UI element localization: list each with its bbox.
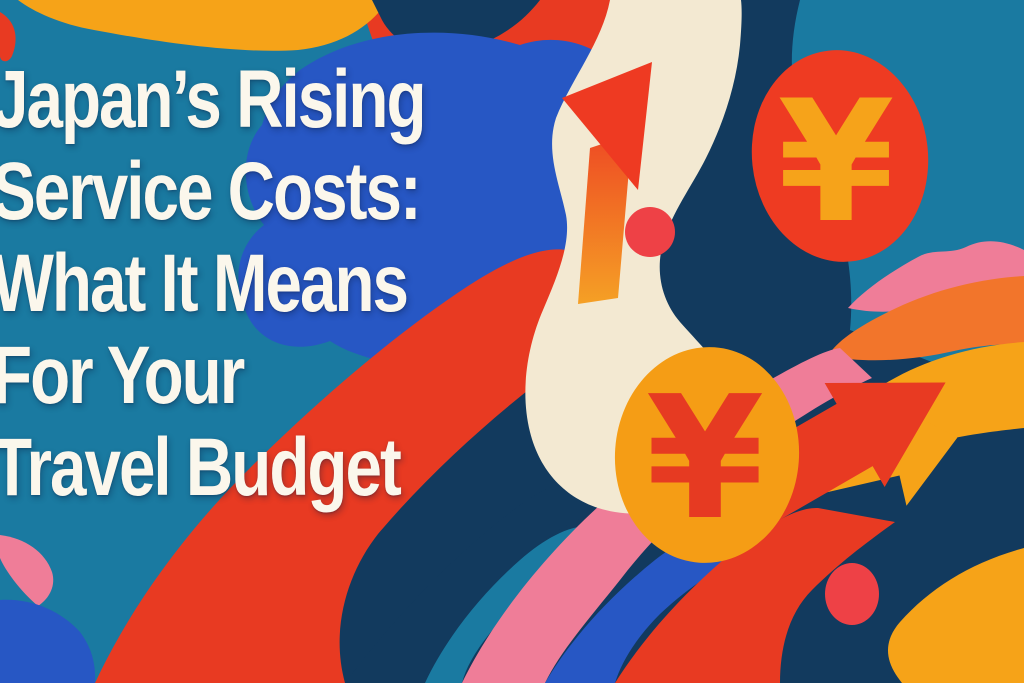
- orange-wave: [828, 276, 1024, 361]
- red-dot-bottom: [825, 563, 879, 625]
- title-line-3: What It Means: [0, 238, 409, 329]
- title-line-5: Travel Budget: [0, 422, 402, 513]
- arrow-head: [562, 62, 652, 190]
- red-diagonal-band: [95, 249, 621, 683]
- yen-coin-middle: ¥: [614, 347, 800, 563]
- up-left-arrow-icon: [562, 62, 652, 304]
- amber-top-band: [18, 0, 388, 51]
- navy-stripe: [345, 482, 600, 683]
- arrow-shaft: [578, 134, 632, 304]
- coin-circle: [614, 347, 800, 563]
- title-line-4: For Your: [0, 330, 245, 421]
- blue-stripe-right: [545, 536, 748, 683]
- coin-circle: [751, 50, 929, 262]
- pink-sliver-stripe: [0, 535, 54, 606]
- yen-coin-top: ¥: [751, 50, 929, 262]
- yen-symbol-icon: ¥: [778, 64, 895, 260]
- blue-stripe-left: [0, 599, 96, 683]
- title-line-1: Japan’s Rising: [0, 54, 427, 145]
- red-dot-top: [625, 207, 675, 257]
- yen-symbol-icon: ¥: [646, 360, 764, 558]
- title-line-2: Service Costs:: [0, 146, 422, 237]
- red-left-sliver: [0, 12, 16, 62]
- red-stripe-right: [615, 507, 895, 683]
- page-title: Japan’s Rising Service Costs: What It Me…: [0, 54, 427, 514]
- pink-mountain-wave: [848, 241, 1024, 312]
- amber-bottom-field: [887, 548, 1024, 683]
